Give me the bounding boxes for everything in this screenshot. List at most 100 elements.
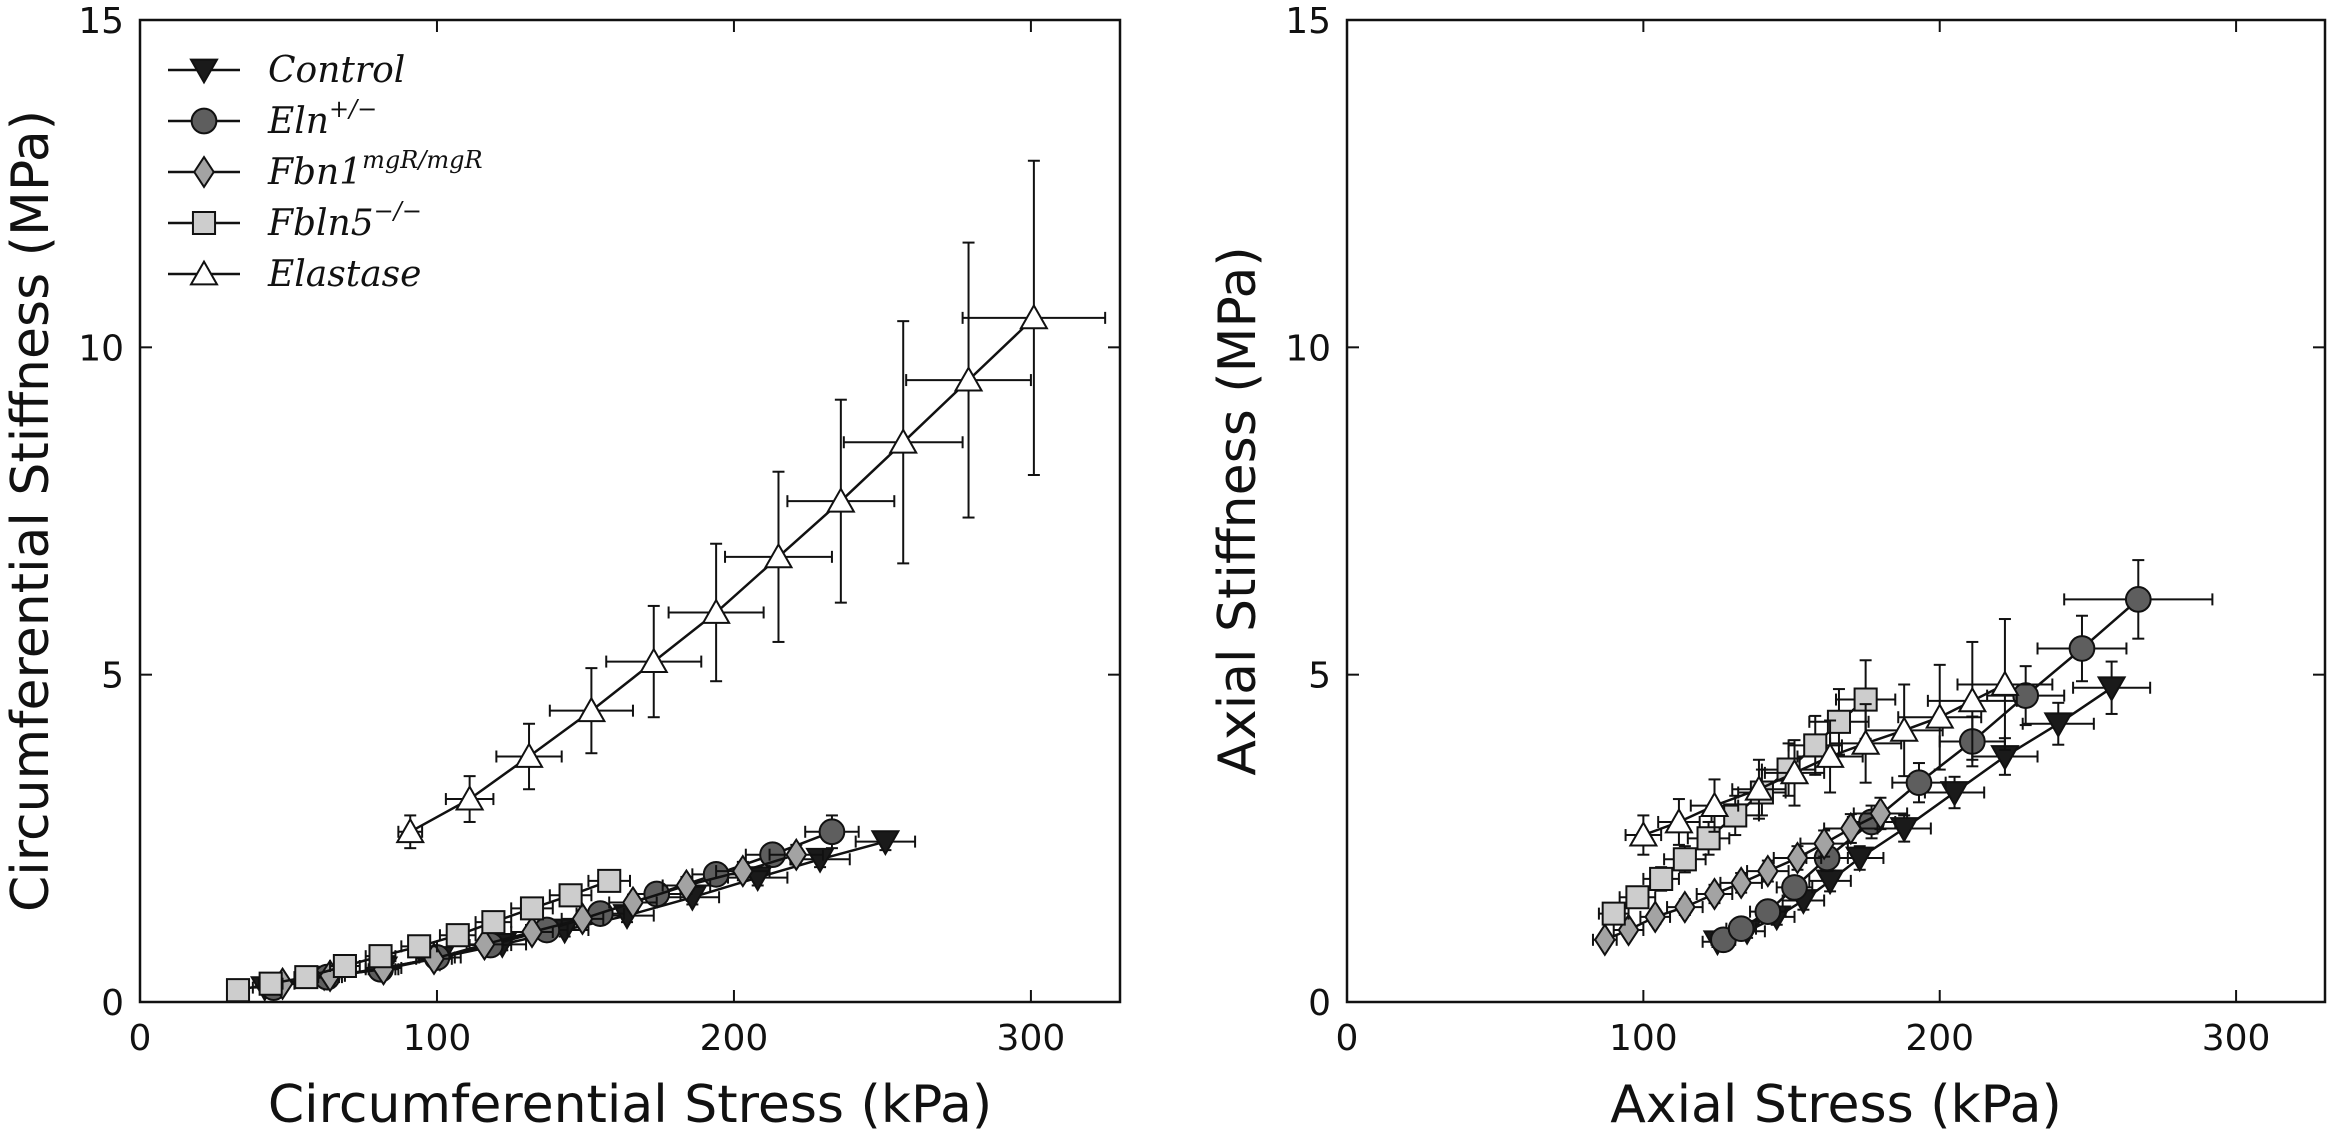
data-point <box>731 854 754 888</box>
legend-marker <box>191 210 217 236</box>
series-eln <box>1710 559 2214 954</box>
data-point <box>521 915 543 949</box>
legend-label-eln: Eln+/− <box>267 95 377 142</box>
data-point <box>1703 877 1726 911</box>
data-point <box>1839 811 1862 846</box>
data-point <box>1727 915 1755 943</box>
panel-circumferential: 0 100 200 300 0 5 10 15 Circumferential Stress (… <box>1 1 1122 1131</box>
y-tick-label: 10 <box>1285 328 1331 369</box>
legend-label-fbn1: Fbn1mgR/mgR <box>267 146 483 193</box>
plot-frame <box>138 18 1122 1004</box>
data-point <box>2124 586 2152 613</box>
data-point <box>1905 769 1933 797</box>
legend-label-fbln5: Fbln5−/− <box>267 197 422 244</box>
data-point <box>258 971 283 996</box>
data-point <box>1844 846 1875 873</box>
legend-marker <box>189 259 219 286</box>
data-point <box>1889 817 1919 843</box>
y-axis-label: Axial Stiffness (MPa) <box>1208 246 1268 775</box>
data-point <box>2068 635 2096 662</box>
data-point <box>1649 866 1674 891</box>
data-point <box>294 965 319 990</box>
data-point <box>622 885 644 920</box>
data-point <box>395 817 425 844</box>
data-point <box>1664 807 1694 834</box>
data-point <box>1957 686 1988 713</box>
data-point <box>1625 885 1650 910</box>
data-point <box>763 542 794 569</box>
data-point <box>888 427 918 454</box>
data-point <box>519 896 545 921</box>
data-point <box>473 927 496 962</box>
data-point <box>1696 826 1721 851</box>
series-line <box>409 316 1035 833</box>
data-point <box>1019 303 1049 330</box>
x-axis-label: Axial Stress (kPa) <box>1610 1075 2062 1131</box>
data-point <box>1644 900 1667 934</box>
legend-superscript: +/− <box>329 95 377 123</box>
data-point <box>514 742 544 768</box>
data-point <box>576 696 607 723</box>
y-tick-label: 10 <box>78 328 124 369</box>
data-point <box>1756 854 1779 888</box>
data-point <box>1889 715 1919 742</box>
data-point <box>1730 866 1753 900</box>
x-tick-label: 0 <box>1336 1018 1359 1059</box>
data-point <box>1699 791 1730 817</box>
x-tick-label: 200 <box>700 1018 769 1059</box>
data-point <box>1869 796 1892 831</box>
y-tick-label: 5 <box>101 656 124 697</box>
x-tick-label: 300 <box>2202 1018 2271 1059</box>
legend-superscript: mgR/mgR <box>362 146 482 174</box>
data-point <box>481 910 506 935</box>
data-point <box>1601 901 1626 926</box>
data-point <box>1672 847 1697 872</box>
legend-marker <box>193 155 215 189</box>
y-axis-label: Circumferential Stiffness (MPa) <box>1 110 61 912</box>
panel-axial: 0 100 200 300 0 5 10 15 Axial Stress (kPa) Axial … <box>1208 1 2327 1131</box>
data-point <box>2096 676 2127 703</box>
data-point <box>1628 820 1659 847</box>
legend-label-elastase: Elastase <box>267 254 421 295</box>
y-tick-label: 15 <box>78 1 124 42</box>
data-point <box>368 944 393 969</box>
data-point <box>1990 670 2020 696</box>
y-tick-label: 5 <box>1308 656 1331 697</box>
data-point <box>445 923 470 948</box>
data-point <box>826 486 856 513</box>
x-tick-label: 200 <box>1905 1018 1974 1059</box>
legend-marker <box>190 107 218 135</box>
data-point <box>558 883 583 908</box>
legend-label-control: Control <box>268 50 405 91</box>
series-elastase <box>1624 618 2054 856</box>
data-point <box>332 953 357 979</box>
series-fbn1 <box>1591 796 1909 957</box>
data-point <box>571 902 594 936</box>
data-point <box>785 837 808 872</box>
y-tick-label: 0 <box>1308 983 1331 1024</box>
x-axis-label: Circumferential Stress (kPa) <box>268 1075 992 1131</box>
data-point <box>597 868 622 893</box>
data-point <box>407 934 432 959</box>
data-point <box>1803 733 1828 758</box>
x-tick-label: 100 <box>403 1018 472 1059</box>
series-elastase <box>395 159 1107 850</box>
data-point <box>1786 841 1809 875</box>
data-point <box>1754 898 1782 926</box>
data-point <box>454 784 485 811</box>
data-point <box>1781 874 1808 901</box>
data-point <box>1593 923 1616 957</box>
data-point <box>1673 890 1696 924</box>
series-fbln5 <box>225 868 631 1003</box>
data-point <box>1826 709 1852 734</box>
y-tick-label: 0 <box>101 983 124 1024</box>
series-fbln5 <box>1597 659 1897 926</box>
legend-marker <box>189 58 219 85</box>
data-point <box>1815 742 1845 768</box>
legend-superscript: −/− <box>374 197 422 225</box>
data-point <box>1744 774 1774 801</box>
data-point <box>1813 826 1836 861</box>
data-point <box>701 598 731 624</box>
x-tick-label: 100 <box>1609 1018 1678 1059</box>
